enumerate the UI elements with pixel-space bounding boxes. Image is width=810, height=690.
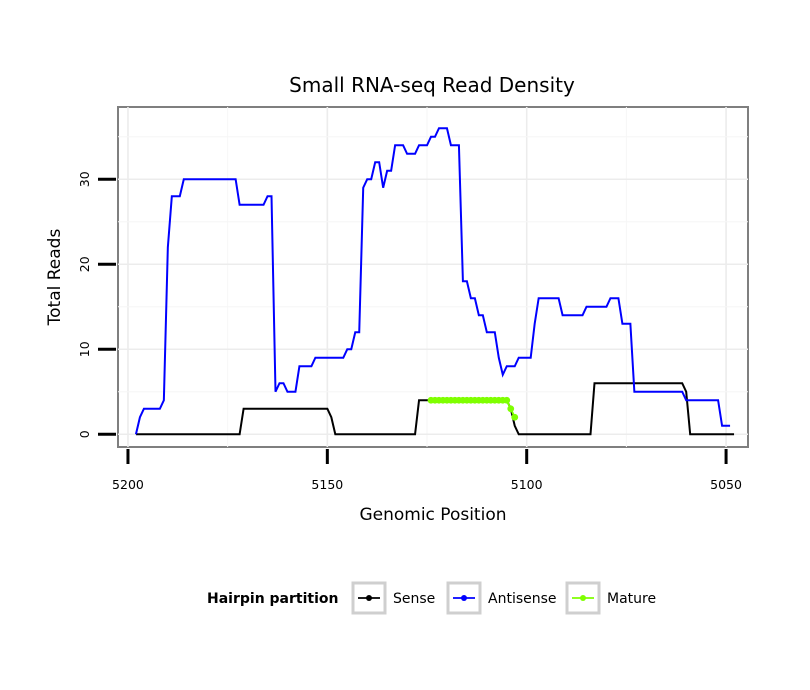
legend-item-sense: Sense [351, 581, 435, 615]
x-tick-label: 5200 [112, 477, 144, 492]
data-point-mature [511, 413, 519, 421]
legend-label-antisense: Antisense [488, 591, 557, 607]
legend-dot-antisense [461, 595, 467, 601]
legend: Hairpin partition Sense Antisense Mature [207, 581, 656, 615]
legend-dot-sense [366, 595, 372, 601]
series-mature [427, 396, 519, 421]
legend-dot-mature [580, 595, 586, 601]
y-axis: 0 10 20 30 [77, 171, 116, 438]
series-line-antisense [134, 127, 731, 435]
x-axis-label: Genomic Position [359, 505, 506, 525]
y-tick-label: 0 [77, 430, 92, 438]
y-tick-label: 20 [77, 256, 92, 272]
series-layer [134, 127, 735, 436]
legend-item-mature: Mature [565, 581, 656, 615]
y-tick-label: 10 [77, 341, 92, 357]
plot-panel [117, 106, 749, 448]
y-tick-label: 30 [77, 171, 92, 187]
x-tick-label: 5050 [710, 477, 742, 492]
data-point-mature [503, 396, 511, 404]
legend-item-antisense: Antisense [446, 581, 557, 615]
x-tick-label: 5150 [311, 477, 343, 492]
x-tick-label: 5100 [511, 477, 543, 492]
x-axis: 5200 5150 5100 5050 [112, 449, 742, 492]
legend-label-mature: Mature [607, 591, 656, 607]
legend-title: Hairpin partition [207, 591, 338, 607]
legend-label-sense: Sense [393, 591, 435, 607]
series-antisense [134, 127, 731, 435]
data-point-mature [507, 405, 515, 413]
y-axis-label: Total Reads [45, 229, 65, 327]
chart-title: Small RNA-seq Read Density [289, 73, 575, 97]
